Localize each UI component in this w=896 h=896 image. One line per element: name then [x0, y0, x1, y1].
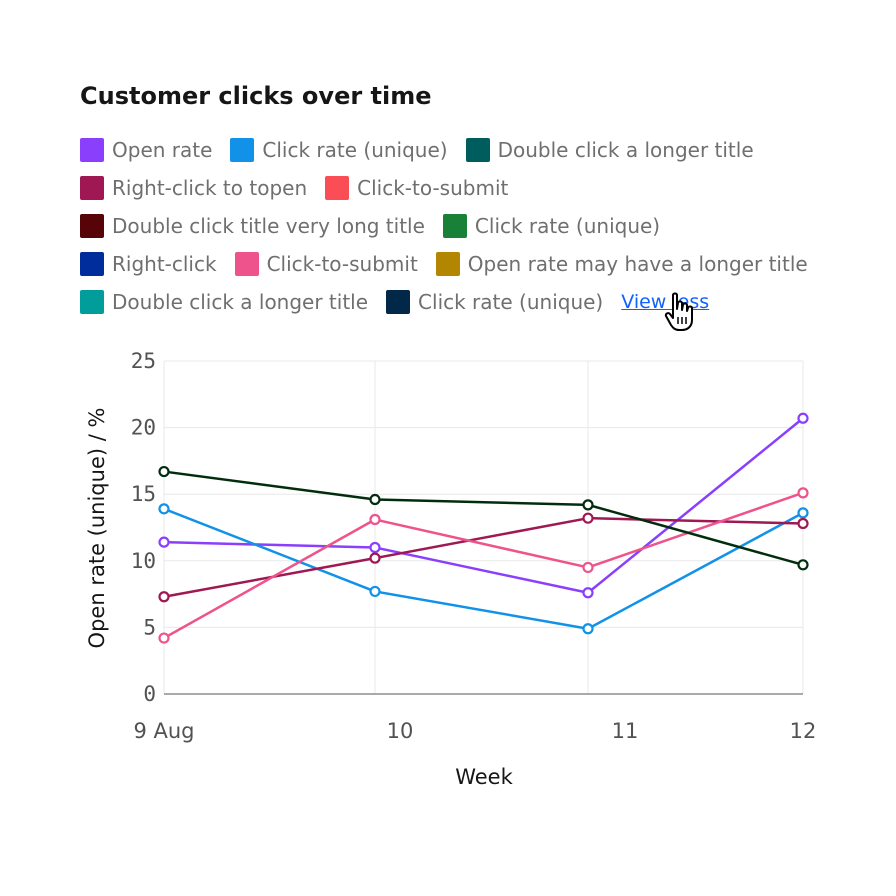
- legend-item-right-click[interactable]: Right-click: [80, 252, 217, 276]
- legend-swatch: [80, 176, 104, 200]
- y-tick-label: 0: [143, 682, 156, 706]
- data-point: [797, 487, 809, 499]
- legend-swatch: [80, 138, 104, 162]
- legend-item-click-to-submit-2[interactable]: Click-to-submit: [234, 252, 418, 276]
- series-line: [163, 491, 804, 640]
- legend-swatch: [435, 252, 460, 276]
- legend-label: Open rate: [112, 138, 213, 162]
- legend-swatch: [80, 290, 104, 314]
- legend-item-open-rate-longer[interactable]: Open rate may have a longer title: [435, 252, 808, 276]
- x-axis-title: Week: [455, 765, 513, 789]
- data-point: [582, 561, 594, 574]
- data-point: [797, 412, 809, 424]
- legend-row: Double click a longer title Click rate (…: [80, 283, 840, 321]
- legend-row: Open rate Click rate (unique) Double cli…: [80, 131, 840, 169]
- legend-item-click-rate-3[interactable]: Click rate (unique): [386, 290, 603, 314]
- data-point: [582, 623, 594, 635]
- legend-swatch: [442, 214, 467, 238]
- y-tick-label: 15: [131, 482, 156, 506]
- x-tick-label: 11: [612, 719, 639, 743]
- series-line: [163, 507, 804, 630]
- legend-label: Click rate (unique): [262, 138, 448, 162]
- legend-swatch: [465, 138, 490, 162]
- legend-swatch: [325, 176, 350, 200]
- legend-swatch: [80, 252, 104, 276]
- data-point: [158, 503, 170, 515]
- legend-label: Double click a longer title: [497, 138, 754, 162]
- y-tick-label: 20: [131, 416, 156, 440]
- x-tick-label: 10: [387, 719, 414, 743]
- data-point: [797, 507, 809, 519]
- legend-label: Double click title very long title: [112, 214, 425, 238]
- hand-pointer-icon: [664, 292, 693, 331]
- data-point: [158, 465, 170, 478]
- legend-swatch: [230, 138, 255, 162]
- y-tick-label: 10: [131, 549, 156, 573]
- legend-item-right-click-to-topen[interactable]: Right-click to topen: [80, 176, 307, 200]
- data-point: [369, 552, 381, 564]
- legend-label: Right-click: [112, 252, 217, 276]
- legend-row: Right-click to topen Click-to-submit: [80, 169, 840, 207]
- x-tick-label: 12: [790, 719, 817, 743]
- legend-item-click-rate[interactable]: Click rate (unique): [230, 138, 448, 162]
- legend-item-click-rate-2[interactable]: Click rate (unique): [442, 214, 661, 238]
- y-tick-label: 5: [143, 615, 156, 639]
- data-point: [797, 517, 809, 530]
- data-point: [582, 587, 594, 599]
- legend-row: Right-click Click-to-submit Open rate ma…: [80, 245, 840, 283]
- data-point: [369, 513, 381, 526]
- data-point: [369, 585, 381, 598]
- data-point: [158, 536, 170, 548]
- legend-label: Click rate (unique): [418, 290, 604, 314]
- legend-item-open-rate[interactable]: Open rate: [80, 138, 212, 162]
- legend-label: Click rate (unique): [474, 214, 661, 238]
- legend-item-double-click-title[interactable]: Double click title very long title: [80, 214, 425, 238]
- legend-label: Click-to-submit: [266, 252, 418, 276]
- y-tick-label: 25: [131, 349, 156, 373]
- data-point: [797, 559, 809, 571]
- data-point: [582, 512, 594, 524]
- legend-swatch: [234, 252, 259, 276]
- legend-item-click-to-submit[interactable]: Click-to-submit: [325, 176, 508, 200]
- data-point: [158, 632, 170, 644]
- legend-swatch: [386, 290, 411, 314]
- legend-row: Double click title very long title Click…: [80, 207, 840, 245]
- series-line: [163, 470, 804, 567]
- series-line: [163, 417, 804, 595]
- data-point: [369, 493, 381, 506]
- legend-item-double-click-2[interactable]: Double click a longer title: [80, 290, 368, 314]
- legend-item-double-click[interactable]: Double click a longer title: [465, 138, 754, 162]
- data-point: [582, 499, 594, 511]
- data-point: [158, 591, 170, 603]
- y-axis-title: Open rate (unique) / %: [85, 408, 109, 649]
- legend-label: Right-click to topen: [112, 176, 308, 200]
- data-point: [369, 541, 381, 554]
- legend-label: Open rate may have a longer title: [467, 252, 808, 276]
- legend-label: Click-to-submit: [357, 176, 509, 200]
- legend-swatch: [80, 214, 104, 238]
- x-tick-label: 9 Aug: [133, 719, 194, 743]
- chart-title: Customer clicks over time: [80, 82, 432, 110]
- legend-label: Double click a longer title: [112, 290, 369, 314]
- legend: Open rate Click rate (unique) Double cli…: [80, 131, 840, 321]
